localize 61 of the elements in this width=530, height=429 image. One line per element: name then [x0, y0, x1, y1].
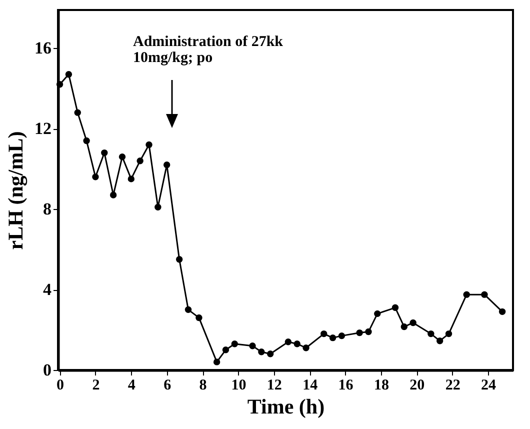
point: [338, 332, 346, 340]
x-tick-label: 0: [56, 378, 64, 394]
point: [146, 141, 152, 148]
point: [436, 337, 444, 344]
point: [92, 174, 99, 180]
point: [184, 306, 192, 314]
point: [154, 204, 162, 210]
y-tick-label: 4: [43, 280, 52, 300]
point: [400, 323, 408, 330]
point: [118, 153, 126, 160]
x-axis-title: Time (h): [247, 394, 325, 418]
x-tick-label: 20: [410, 378, 425, 394]
point: [136, 157, 144, 164]
point: [163, 162, 170, 168]
x-tick-label: 14: [302, 378, 318, 394]
y-tick-label: 8: [43, 200, 52, 219]
point: [266, 350, 274, 358]
y-tick-label: 16: [34, 38, 52, 58]
point: [213, 358, 220, 366]
point: [428, 330, 434, 338]
point: [374, 310, 381, 318]
x-tick-label: 24: [481, 378, 497, 394]
point: [294, 340, 300, 348]
point: [128, 176, 135, 182]
point: [329, 334, 336, 342]
point: [56, 81, 64, 88]
x-tick-label: 16: [338, 378, 354, 394]
point: [392, 304, 399, 311]
x-tick-label: 22: [445, 378, 460, 394]
point: [83, 137, 90, 144]
point: [222, 346, 230, 354]
x-tick-label: 18: [374, 378, 389, 394]
point: [498, 308, 506, 316]
point: [101, 149, 108, 156]
point: [110, 192, 117, 198]
x-tick-label: 10: [231, 378, 246, 394]
y-tick-label: 12: [34, 119, 52, 138]
point: [74, 109, 81, 116]
annotation: Administration of 27kk 10mg/kg; po: [133, 34, 284, 66]
point: [302, 344, 310, 352]
point: [365, 328, 372, 336]
point: [320, 330, 328, 338]
y-tick-label: 0: [43, 360, 52, 380]
point: [196, 314, 202, 322]
point: [410, 319, 416, 326]
point: [176, 256, 183, 263]
point: [231, 340, 238, 348]
point: [481, 291, 488, 298]
x-tick-label: 2: [92, 378, 100, 394]
point: [65, 71, 72, 78]
point: [356, 329, 363, 336]
x-tick-label: 8: [199, 378, 207, 394]
point: [249, 342, 256, 350]
x-tick-label: 12: [266, 378, 282, 394]
x-tick-label: 6: [164, 378, 172, 394]
x-tick-label: 4: [128, 378, 136, 394]
point: [258, 348, 265, 356]
point: [284, 338, 292, 346]
y-axis-title: rLH (ng/mL): [4, 131, 28, 250]
point: [463, 291, 470, 298]
point: [445, 330, 452, 338]
